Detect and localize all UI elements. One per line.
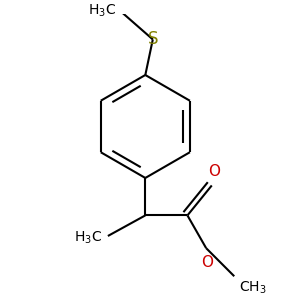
Text: S: S [148, 30, 158, 48]
Text: H$_3$C: H$_3$C [74, 230, 102, 246]
Text: O: O [201, 255, 213, 270]
Text: O: O [208, 164, 220, 179]
Text: CH$_3$: CH$_3$ [239, 280, 267, 296]
Text: H$_3$C: H$_3$C [88, 2, 116, 19]
